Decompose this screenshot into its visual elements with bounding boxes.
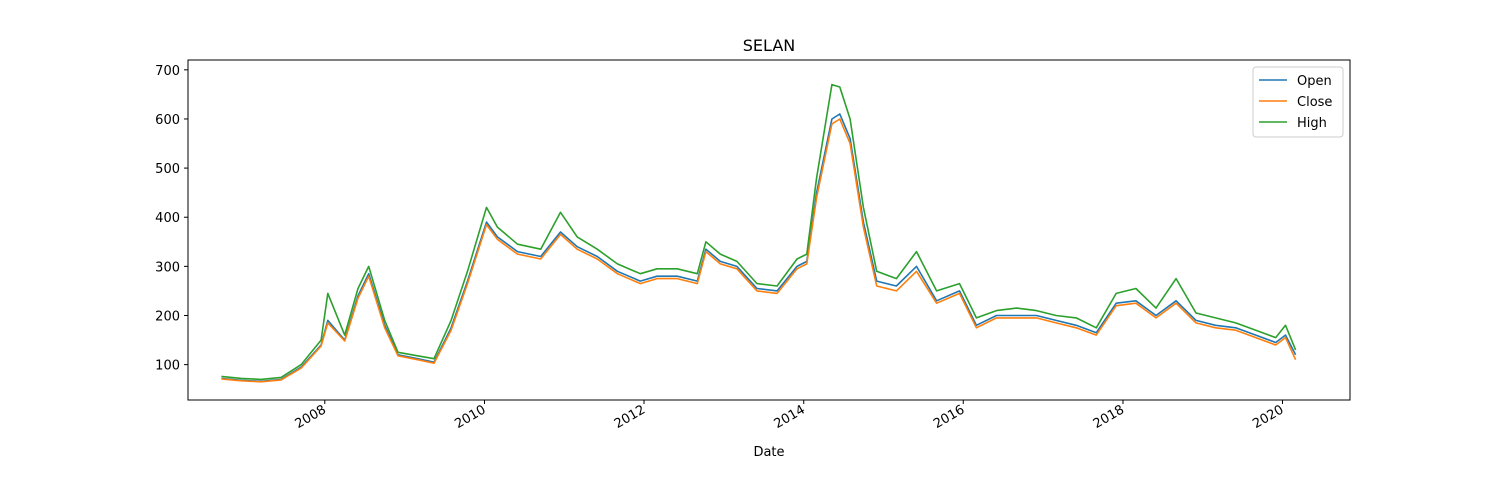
y-tick-label: 300	[155, 260, 180, 275]
y-tick-label: 500	[155, 162, 180, 177]
legend-box	[1252, 66, 1344, 138]
y-tick-label: 200	[155, 309, 180, 324]
x-tick-label: 2014	[772, 402, 808, 432]
legend: Open Close High	[1252, 66, 1344, 138]
x-tick-label: 2008	[293, 402, 329, 432]
chart-title: SELAN	[743, 36, 795, 55]
legend-label-high: High	[1297, 116, 1327, 131]
y-tick-label: 400	[155, 211, 180, 226]
x-axis-label: Date	[753, 445, 784, 460]
series-layer	[221, 83, 1297, 383]
y-tick-label: 700	[155, 64, 180, 79]
y-tick-label: 100	[155, 359, 180, 374]
series-line-high	[221, 83, 1297, 381]
legend-label-close: Close	[1297, 95, 1332, 110]
x-tick-label: 2016	[931, 402, 967, 432]
plot-area	[187, 59, 1351, 401]
x-tick-label: 2012	[612, 402, 648, 432]
series-line-close	[221, 118, 1297, 383]
y-axis: 100 200 300 400 500 600 700	[155, 64, 188, 374]
x-tick-label: 2018	[1091, 402, 1127, 432]
x-tick-label: 2020	[1250, 402, 1286, 432]
x-axis: 2008 2010 2012 2014 2016 2018 2020	[293, 400, 1286, 432]
y-tick-label: 600	[155, 113, 180, 128]
x-tick-label: 2010	[452, 402, 488, 432]
series-line-open	[221, 113, 1297, 383]
legend-label-open: Open	[1297, 74, 1332, 89]
